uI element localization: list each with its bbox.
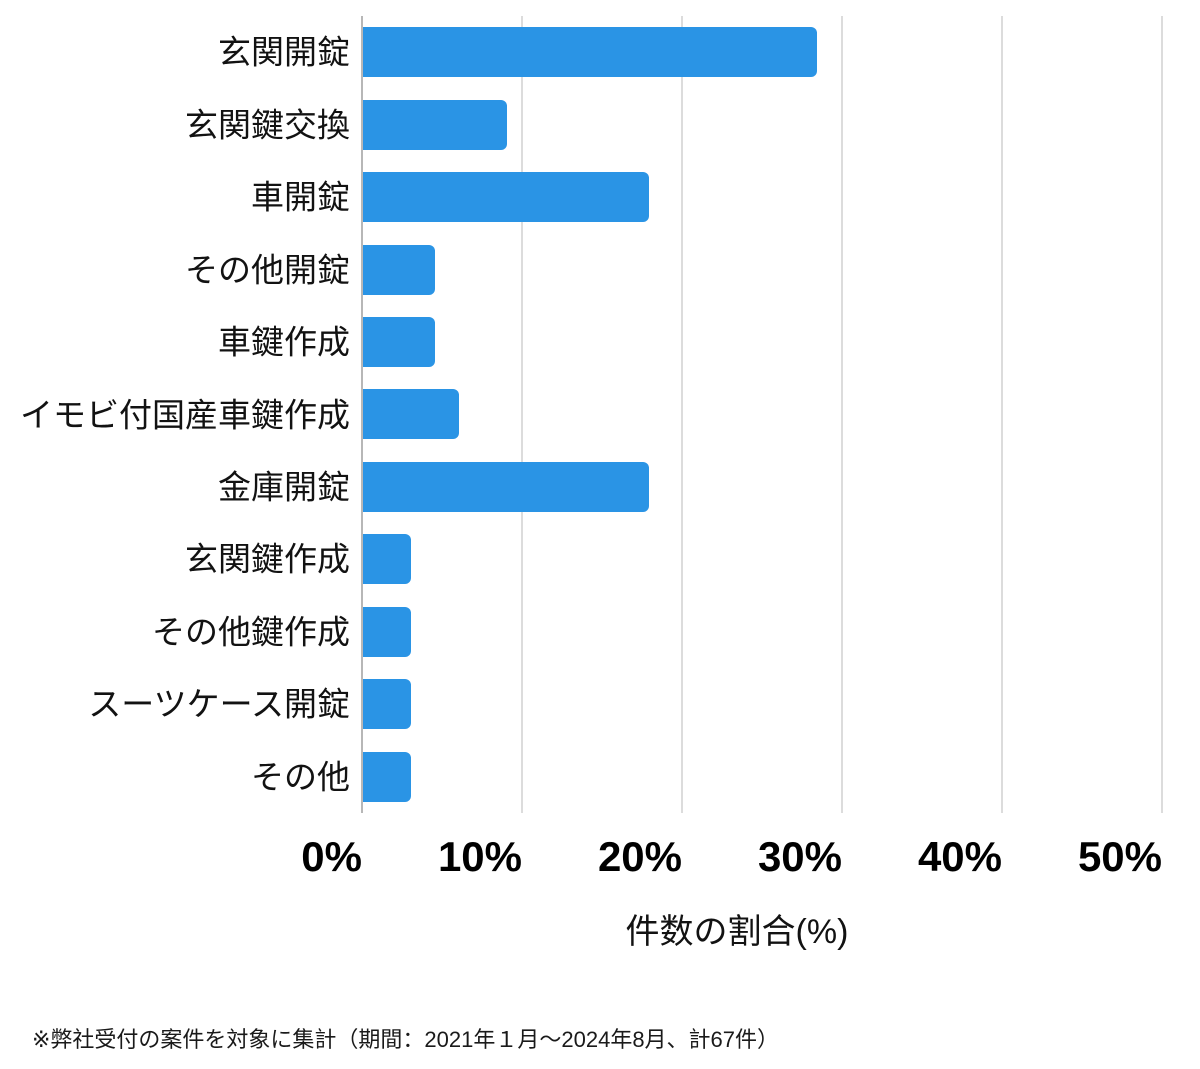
bar-row: [362, 161, 1162, 233]
x-tick-label: 30%: [757, 833, 842, 880]
category-axis: 玄関開錠玄関鍵交換車開錠その他開錠車鍵作成イモビ付国産車鍵作成金庫開錠玄関鍵作成…: [0, 16, 350, 813]
gridline: [1161, 16, 1163, 813]
category-label: 金庫開錠: [218, 468, 350, 506]
x-tick-label: 0%: [301, 833, 362, 880]
bar-3: [363, 172, 650, 223]
bar-10: [363, 679, 411, 730]
bar-6: [363, 389, 459, 440]
category-label: 車鍵作成: [218, 323, 350, 361]
bar-2: [363, 99, 507, 150]
bar-4: [363, 244, 435, 295]
bar-row: [362, 378, 1162, 450]
category-label: 玄関鍵交換: [185, 106, 350, 144]
bar-row: [362, 451, 1162, 523]
bar-row: [362, 668, 1162, 740]
bar-row: [362, 88, 1162, 160]
category-label: イモビ付国産車鍵作成: [20, 396, 350, 433]
category-label: 玄関開錠: [218, 33, 350, 71]
x-tick-label: 50%: [1077, 833, 1162, 880]
gridline: [1001, 16, 1003, 813]
bar-11: [363, 751, 411, 802]
category-label: その他: [251, 758, 350, 796]
bar-row: [362, 306, 1162, 378]
value-axis: 0% 10% 20% 30% 40% 50%: [301, 833, 1162, 884]
x-tick-label: 10%: [437, 833, 522, 880]
category-label: 玄関鍵作成: [185, 540, 350, 578]
gridline: [681, 16, 683, 813]
bar-9: [363, 606, 411, 657]
x-tick-label: 40%: [917, 833, 1002, 880]
x-tick-label: 20%: [597, 833, 682, 880]
y-axis-line: [361, 16, 363, 813]
category-label: その他鍵作成: [152, 613, 350, 651]
category-label: スーツケース開錠: [88, 685, 350, 723]
bar-row: [362, 596, 1162, 668]
bar-7: [363, 461, 650, 512]
category-label: 車開錠: [251, 178, 350, 216]
bar-1: [363, 27, 818, 78]
plot-area: [361, 16, 1163, 813]
bar-5: [363, 317, 435, 368]
gridline: [841, 16, 843, 813]
bar-row: [362, 16, 1162, 88]
bar-8: [363, 534, 411, 585]
category-label: その他開錠: [185, 251, 350, 289]
bar-row: [362, 233, 1162, 305]
bar-row: [362, 741, 1162, 813]
gridline: [521, 16, 523, 813]
x-axis-title: 件数の割合(%): [625, 913, 849, 951]
footnote: ※弊社受付の案件を対象に集計（期間：2021年１月～2024年8月、計67件）: [32, 1027, 780, 1052]
bar-row: [362, 523, 1162, 595]
